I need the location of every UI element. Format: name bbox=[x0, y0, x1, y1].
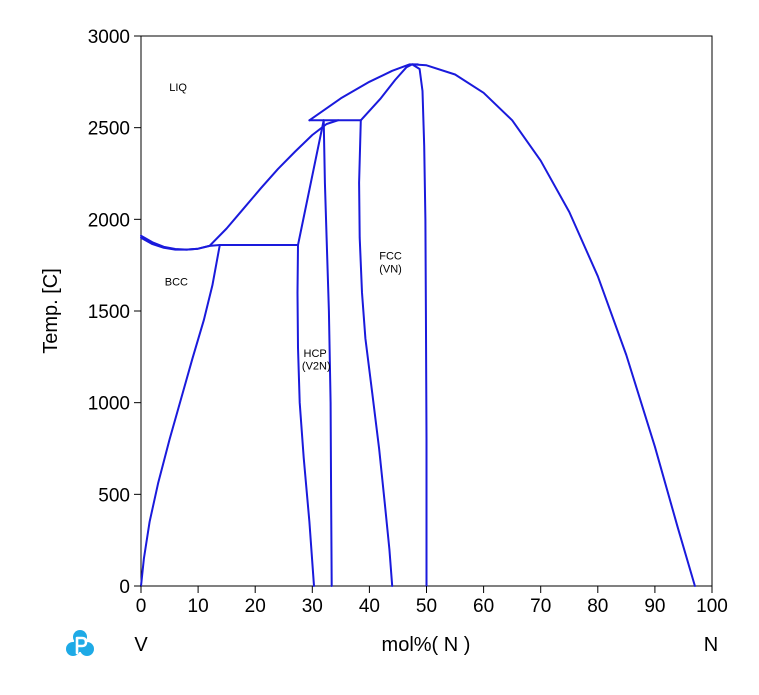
y-tick-label: 2500 bbox=[88, 119, 130, 140]
y-tick-label: 2000 bbox=[88, 210, 130, 231]
phase-boundary-line-6 bbox=[297, 119, 325, 246]
y-tick-label: 0 bbox=[119, 577, 130, 598]
phase-region-labels: LIQ BCC HCP(V2N) FCC(VN) bbox=[165, 82, 402, 373]
right-element-label: N bbox=[704, 634, 718, 656]
x-tick-label: 90 bbox=[644, 596, 665, 617]
phase-region-label: (VN) bbox=[379, 264, 402, 276]
phase-boundary-lines bbox=[140, 63, 696, 587]
phase-region-label: BCC bbox=[165, 276, 188, 288]
phase-boundary-line-1 bbox=[140, 236, 221, 251]
x-tick-label: 100 bbox=[696, 596, 728, 617]
x-axis-title: mol%( N ) bbox=[382, 634, 471, 656]
x-tick-label: 60 bbox=[473, 596, 494, 617]
y-tick-label: 3000 bbox=[88, 27, 130, 48]
phase-boundary-line-5 bbox=[296, 244, 315, 587]
phase-region-label: (V2N) bbox=[302, 361, 331, 373]
x-tick-label: 30 bbox=[302, 596, 323, 617]
phase-region-label: FCC bbox=[379, 251, 402, 263]
p-logo-icon bbox=[66, 630, 94, 656]
x-tick-label: 20 bbox=[245, 596, 266, 617]
y-tick-label: 500 bbox=[98, 485, 130, 506]
axis-ticks: 0 10 20 30 40 50 60 70 80 90 100050010001500200025… bbox=[88, 27, 728, 617]
phase-boundary-line-11 bbox=[359, 63, 414, 122]
x-tick-label: 70 bbox=[530, 596, 551, 617]
y-tick-label: 1000 bbox=[88, 394, 130, 415]
phase-boundary-line-3 bbox=[140, 244, 221, 587]
y-tick-label: 1500 bbox=[88, 302, 130, 323]
phase-region-label: LIQ bbox=[169, 82, 187, 94]
x-tick-label: 0 bbox=[136, 596, 147, 617]
x-tick-label: 50 bbox=[416, 596, 437, 617]
phase-region-label: HCP bbox=[304, 348, 327, 360]
phase-boundary-line-13 bbox=[411, 63, 696, 587]
left-element-label: V bbox=[134, 634, 148, 656]
phase-boundary-line-12 bbox=[411, 63, 428, 587]
x-tick-label: 80 bbox=[587, 596, 608, 617]
phase-boundary-line-7 bbox=[322, 119, 333, 587]
y-axis-title: Temp. [C] bbox=[40, 268, 62, 354]
phase-boundary-line-9 bbox=[358, 119, 394, 587]
x-tick-label: 40 bbox=[359, 596, 380, 617]
phase-boundary-line-2 bbox=[208, 119, 339, 247]
x-tick-label: 10 bbox=[188, 596, 209, 617]
